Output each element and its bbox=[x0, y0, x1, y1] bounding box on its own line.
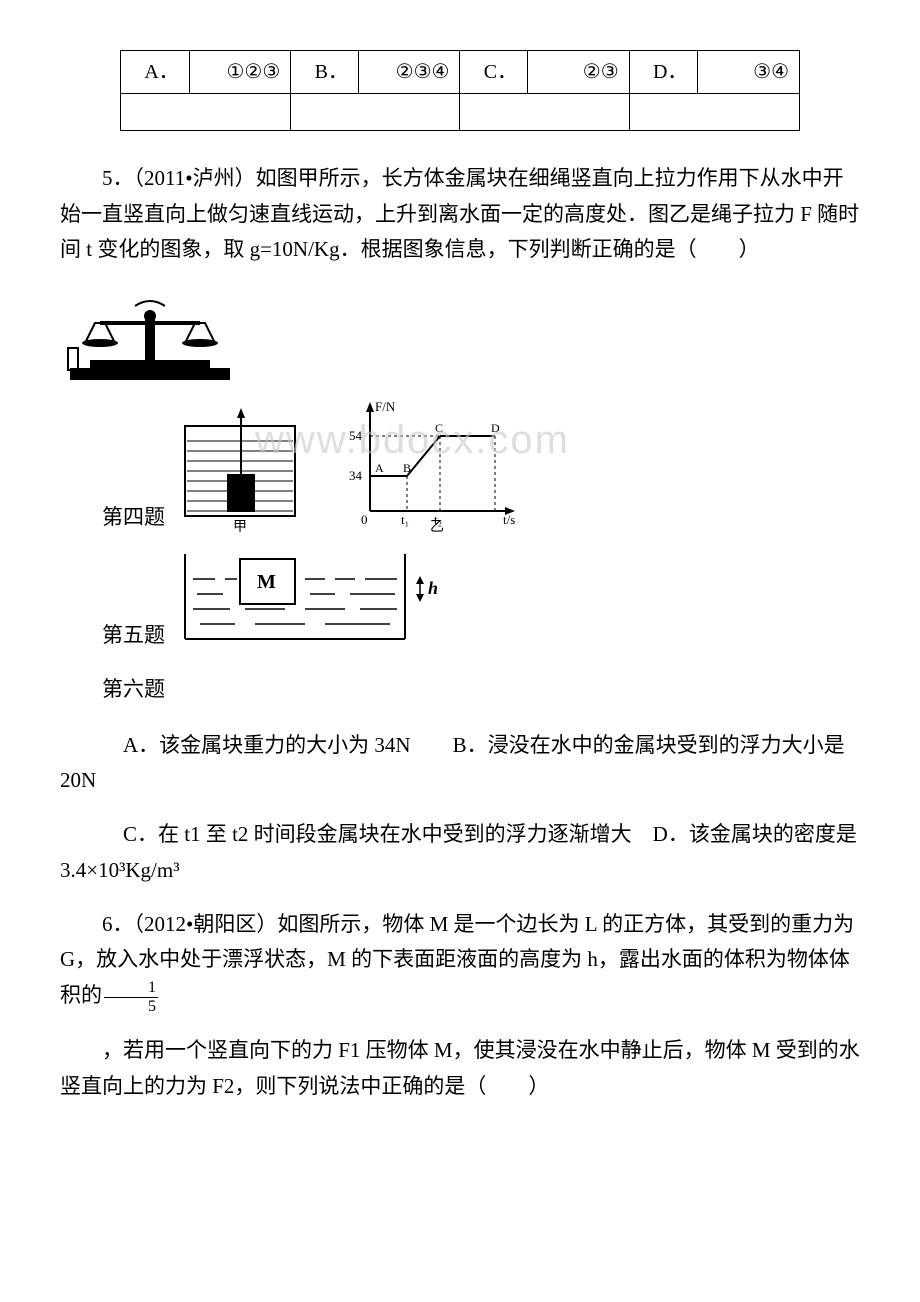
q5-diagrams: 甲 bbox=[175, 396, 525, 536]
blank-a bbox=[121, 94, 291, 131]
svg-text:h: h bbox=[428, 578, 438, 598]
q6-diagram-row: 第五题 bbox=[60, 544, 860, 654]
opt-c-letter: C． bbox=[460, 51, 528, 94]
svg-text:34: 34 bbox=[349, 468, 363, 483]
svg-text:B: B bbox=[403, 461, 411, 475]
opt-d-letter: D． bbox=[629, 51, 698, 94]
q5-opts-line1: A．该金属块重力的大小为 34N B．浸没在水中的金属块受到的浮力大小是 20N bbox=[60, 728, 860, 799]
q6-stem-a-text: 6．（2012•朝阳区）如图所示，物体 M 是一个边长为 L 的正方体，其受到的… bbox=[60, 912, 854, 1007]
svg-text:D: D bbox=[491, 421, 500, 435]
svg-text:t₁: t₁ bbox=[401, 512, 409, 527]
figure-area: 第四题 bbox=[60, 288, 860, 708]
opt-a-choice: ①②③ bbox=[189, 51, 290, 94]
frac-den: 5 bbox=[104, 998, 158, 1016]
fig6-label: 第六题 bbox=[60, 672, 860, 708]
floating-m-icon: M h bbox=[175, 544, 455, 654]
balance-scale-icon bbox=[60, 288, 240, 388]
frac-num: 1 bbox=[104, 979, 158, 998]
opt-a-letter: A． bbox=[121, 51, 190, 94]
cap-jia: 甲 bbox=[233, 520, 247, 535]
q5-opts-line2: C．在 t1 至 t2 时间段金属块在水中受到的浮力逐渐增大 D．该金属块的密度… bbox=[60, 817, 860, 888]
svg-text:F/N: F/N bbox=[375, 399, 396, 414]
svg-text:C: C bbox=[435, 421, 443, 435]
blank-b bbox=[291, 94, 460, 131]
opt-b-letter: B． bbox=[291, 51, 359, 94]
fraction-icon: 15 bbox=[104, 979, 158, 1015]
svg-text:乙: 乙 bbox=[430, 519, 444, 535]
svg-text:0: 0 bbox=[361, 512, 368, 527]
blank-c bbox=[460, 94, 629, 131]
svg-text:54: 54 bbox=[349, 428, 363, 443]
fig4-label: 第四题 bbox=[60, 500, 165, 536]
q5-diagram-row: 第四题 bbox=[60, 396, 860, 536]
opt-c-choice: ②③ bbox=[528, 51, 629, 94]
svg-text:t/s: t/s bbox=[503, 512, 515, 527]
q5-stem: 5．（2011•泸州）如图甲所示，长方体金属块在细绳竖直向上拉力作用下从水中开始… bbox=[60, 161, 860, 268]
balance-figure-row bbox=[60, 288, 860, 388]
svg-text:M: M bbox=[257, 571, 276, 593]
blank-d bbox=[629, 94, 799, 131]
q6-stem-b: ，若用一个竖直向下的力 F1 压物体 M，使其浸没在水中静止后，物体 M 受到的… bbox=[60, 1033, 860, 1104]
q6-stem-a: 6．（2012•朝阳区）如图所示，物体 M 是一个边长为 L 的正方体，其受到的… bbox=[60, 907, 860, 1016]
opt-b-choice: ②③④ bbox=[358, 51, 459, 94]
fig5-label: 第五题 bbox=[60, 618, 165, 654]
svg-text:A: A bbox=[375, 461, 384, 475]
opt-d-choice: ③④ bbox=[698, 51, 800, 94]
options-table: A． ①②③ B． ②③④ C． ②③ D． ③④ bbox=[120, 50, 800, 131]
